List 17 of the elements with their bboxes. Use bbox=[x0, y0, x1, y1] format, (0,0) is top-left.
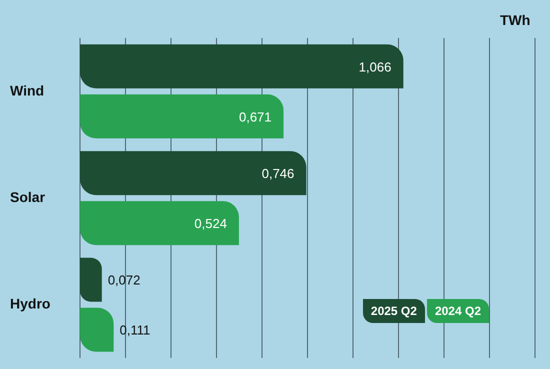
text: 2024 Q2 bbox=[426, 299, 489, 323]
bar bbox=[80, 201, 239, 246]
text: 2025 Q2 bbox=[362, 299, 425, 323]
bar bbox=[80, 94, 284, 138]
y-tick-label: Solar bbox=[10, 189, 46, 205]
y-tick-label: Wind bbox=[10, 82, 44, 98]
y-tick-label: Hydro bbox=[10, 296, 50, 312]
data-label: 0,671 bbox=[238, 109, 272, 124]
text: TWh bbox=[500, 12, 530, 28]
data-label: 1,066 bbox=[358, 59, 392, 74]
data-label: 0,524 bbox=[194, 216, 227, 232]
data-label: 0,072 bbox=[108, 272, 140, 288]
bar bbox=[80, 44, 404, 88]
bar bbox=[80, 258, 102, 302]
bar bbox=[80, 151, 306, 196]
data-label: 0,746 bbox=[262, 166, 294, 182]
data-label: 0,111 bbox=[120, 322, 150, 338]
